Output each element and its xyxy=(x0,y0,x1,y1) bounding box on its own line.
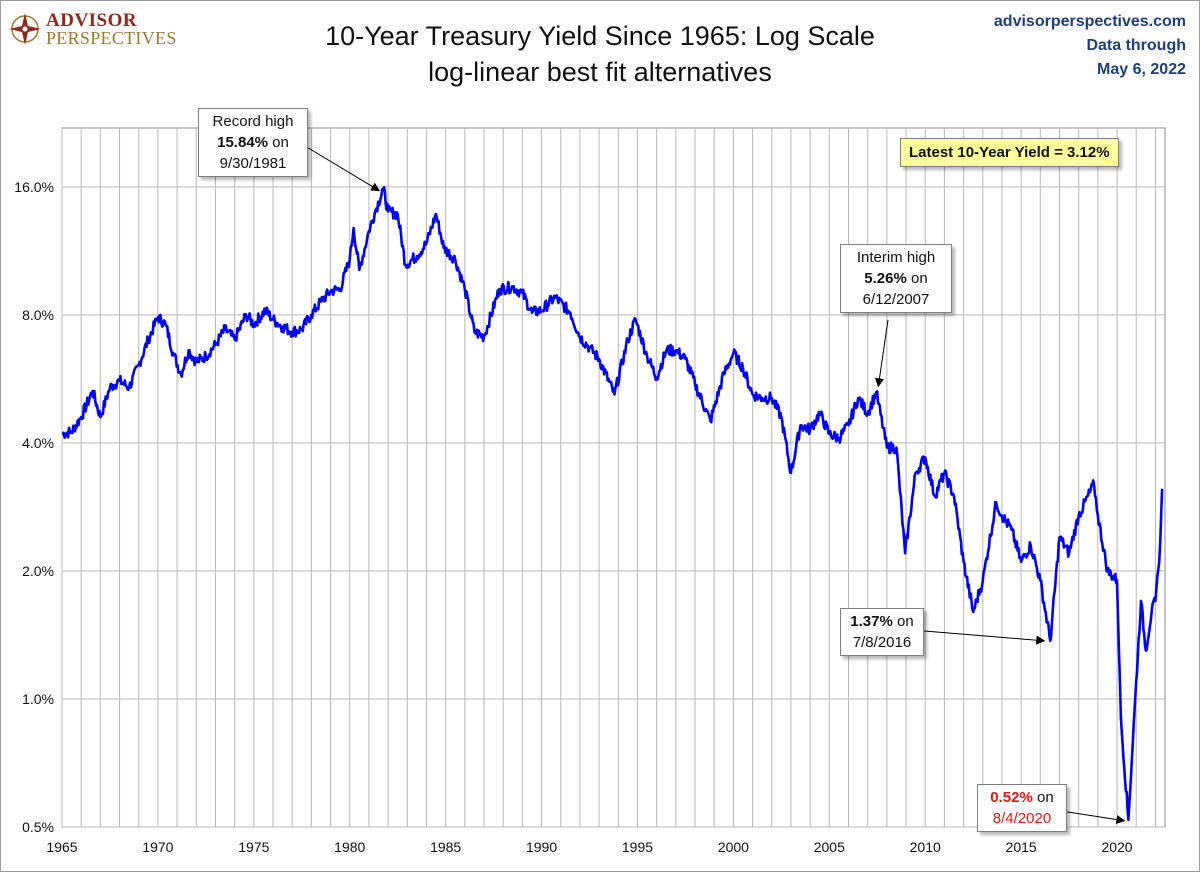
record-high-label: Record high xyxy=(212,113,294,130)
source-site[interactable]: advisorperspectives.com xyxy=(993,13,1186,30)
x-tick-label: 2010 xyxy=(910,839,941,855)
latest-yield-callout: Latest 10-Year Yield = 3.12% xyxy=(900,138,1119,167)
x-tick-label: 1990 xyxy=(526,839,557,855)
x-tick-label: 1975 xyxy=(238,839,269,855)
data-through-date: May 6, 2022 xyxy=(1097,61,1186,78)
record-high-annotation: Record high 15.84% on 9/30/1981 xyxy=(198,108,308,177)
chart-title-block: 10-Year Treasury Yield Since 1965: Log S… xyxy=(200,18,1000,90)
x-tick-label: 1970 xyxy=(142,839,173,855)
interim-high-annotation: Interim high 5.26% on 6/12/2007 xyxy=(840,244,952,313)
chart-title: 10-Year Treasury Yield Since 1965: Log S… xyxy=(325,21,875,51)
y-tick-label: 0.5% xyxy=(22,819,54,835)
interim-high-label: Interim high xyxy=(856,249,936,266)
low-2020-value: 0.52% xyxy=(990,789,1033,806)
low-2016-annotation: 1.37% on 7/8/2016 xyxy=(840,608,924,656)
plot-area xyxy=(61,127,1166,828)
chart-subtitle: log-linear best fit alternatives xyxy=(428,57,772,87)
x-tick-label: 1985 xyxy=(430,839,461,855)
interim-high-arrow xyxy=(875,319,889,388)
x-tick-label: 2020 xyxy=(1101,839,1132,855)
y-tick-label: 1.0% xyxy=(22,691,54,707)
advisor-perspectives-logo: ADVISOR PERSPECTIVES xyxy=(8,10,183,48)
source-block: advisorperspectives.com Data through May… xyxy=(906,10,1186,82)
x-tick-label: 2000 xyxy=(718,839,749,855)
y-tick-label: 4.0% xyxy=(22,435,54,451)
interim-high-value: 5.26% xyxy=(864,270,907,287)
low-2020-annotation: 0.52% on 8/4/2020 xyxy=(977,784,1067,832)
low-2020-on: on xyxy=(1032,789,1054,806)
x-tick-label: 2005 xyxy=(814,839,845,855)
low-2016-date: 7/8/2016 xyxy=(852,634,912,651)
logo-line-2: PERSPECTIVES xyxy=(46,28,177,48)
y-tick-label: 16.0% xyxy=(14,179,54,195)
interim-high-on: on xyxy=(906,270,928,287)
y-tick-label: 8.0% xyxy=(22,307,54,323)
low-2016-on: on xyxy=(892,613,914,630)
compass-rose-icon xyxy=(9,13,41,45)
record-high-on: on xyxy=(268,134,289,151)
record-high-date: 9/30/1981 xyxy=(219,155,287,172)
low-2016-arrow xyxy=(911,629,1046,645)
logo-line-1: ADVISOR xyxy=(46,10,138,31)
y-tick-label: 2.0% xyxy=(22,563,54,579)
x-tick-label: 2015 xyxy=(1006,839,1037,855)
x-tick-label: 1980 xyxy=(334,839,365,855)
record-high-arrow xyxy=(299,142,381,192)
x-tick-label: 1995 xyxy=(622,839,653,855)
yield-series-line xyxy=(61,185,1164,822)
data-through-label: Data through xyxy=(1086,37,1186,54)
interim-high-date: 6/12/2007 xyxy=(862,291,930,308)
low-2016-value: 1.37% xyxy=(850,613,893,630)
low-2020-date: 8/4/2020 xyxy=(992,810,1052,827)
record-high-value: 15.84% xyxy=(217,134,268,151)
x-tick-label: 1965 xyxy=(46,839,77,855)
